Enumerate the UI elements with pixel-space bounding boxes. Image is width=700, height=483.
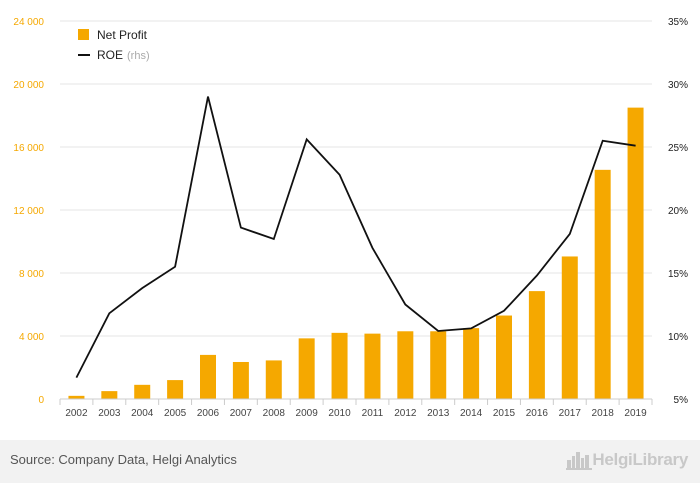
roe-line — [75, 96, 636, 379]
net-profit-bar — [496, 315, 512, 399]
net-profit-bar — [561, 256, 578, 399]
x-tick-label: 2009 — [296, 408, 319, 419]
y-right-tick-label: 25% — [668, 143, 688, 154]
net-profit-bar — [68, 395, 85, 399]
legend-swatch-net-profit — [78, 29, 89, 40]
y-left-tick-label: 8 000 — [19, 269, 44, 280]
x-axis: 2002 2003 2004 2005 2006 2007 2008 2009 2010 2011… — [59, 398, 653, 419]
left-axis-ticks: 0 4 000 8 000 12 000 16 000 20 000 24 000 — [13, 17, 44, 406]
net-profit-bar — [265, 360, 282, 399]
x-tick-label: 2011 — [362, 408, 384, 419]
x-tick-label: 2003 — [98, 408, 121, 419]
combo-chart: 0 4 000 8 000 12 000 16 000 20 000 24 000 5% 10… — [13, 17, 688, 419]
brand-name: HelgiLibrary — [592, 450, 688, 469]
legend-note-rhs: (rhs) — [127, 50, 150, 62]
legend-label-roe: ROE (rhs) — [97, 48, 150, 62]
footer-bar: Source: Company Data, Helgi Analytics He… — [0, 440, 700, 483]
x-tick-label: 2018 — [592, 408, 615, 419]
gridlines — [60, 20, 652, 400]
right-axis-ticks: 5% 10% 15% 20% 25% 30% 35% — [668, 17, 688, 406]
y-right-tick-label: 15% — [668, 269, 688, 280]
x-tick-label: 2008 — [263, 408, 286, 419]
x-tick-label: 2014 — [460, 408, 483, 419]
x-tick-label: 2006 — [197, 408, 220, 419]
brand-logo: HelgiLibrary — [566, 448, 688, 472]
legend: Net Profit ROE (rhs) — [78, 28, 150, 62]
y-right-tick-label: 30% — [668, 80, 688, 91]
y-left-tick-label: 20 000 — [13, 80, 44, 91]
net-profit-bar — [232, 361, 249, 399]
x-tick-label: 2013 — [427, 408, 450, 419]
x-tick-label: 2007 — [230, 408, 253, 419]
net-profit-bar — [463, 328, 480, 399]
net-profit-bar — [331, 332, 348, 399]
x-tick-label: 2005 — [164, 408, 187, 419]
x-tick-label: 2002 — [65, 408, 88, 419]
y-left-tick-label: 12 000 — [13, 206, 44, 217]
net-profit-bar — [430, 331, 447, 399]
net-profit-bar — [364, 333, 381, 399]
x-tick-label: 2004 — [131, 408, 154, 419]
y-right-tick-label: 35% — [668, 17, 688, 28]
y-left-tick-label: 0 — [38, 395, 44, 406]
city-skyline-icon — [566, 452, 593, 470]
y-left-tick-label: 4 000 — [19, 332, 44, 343]
net-profit-bar — [200, 354, 216, 399]
net-profit-bar — [627, 107, 644, 399]
source-note: Source: Company Data, Helgi Analytics — [10, 452, 237, 467]
net-profit-bar — [397, 331, 414, 399]
net-profit-bar — [101, 391, 118, 399]
x-tick-label: 2015 — [493, 408, 516, 419]
net-profit-bar — [594, 169, 611, 399]
x-tick-label: 2016 — [526, 408, 549, 419]
net-profit-bar — [167, 380, 184, 399]
net-profit-bars — [68, 107, 644, 399]
net-profit-bar — [134, 384, 151, 399]
legend-label-net-profit: Net Profit — [97, 28, 148, 42]
x-tick-label: 2019 — [624, 408, 647, 419]
net-profit-bar — [528, 291, 545, 399]
y-left-tick-label: 16 000 — [13, 143, 44, 154]
y-right-tick-label: 10% — [668, 332, 688, 343]
net-profit-bar — [298, 338, 315, 399]
x-tick-label: 2012 — [394, 408, 417, 419]
y-left-tick-label: 24 000 — [13, 17, 44, 28]
y-right-tick-label: 20% — [668, 206, 688, 217]
x-tick-label: 2017 — [559, 408, 582, 419]
roe-line-group — [75, 96, 636, 379]
x-tick-label: 2010 — [328, 408, 351, 419]
y-right-tick-label: 5% — [674, 395, 689, 406]
